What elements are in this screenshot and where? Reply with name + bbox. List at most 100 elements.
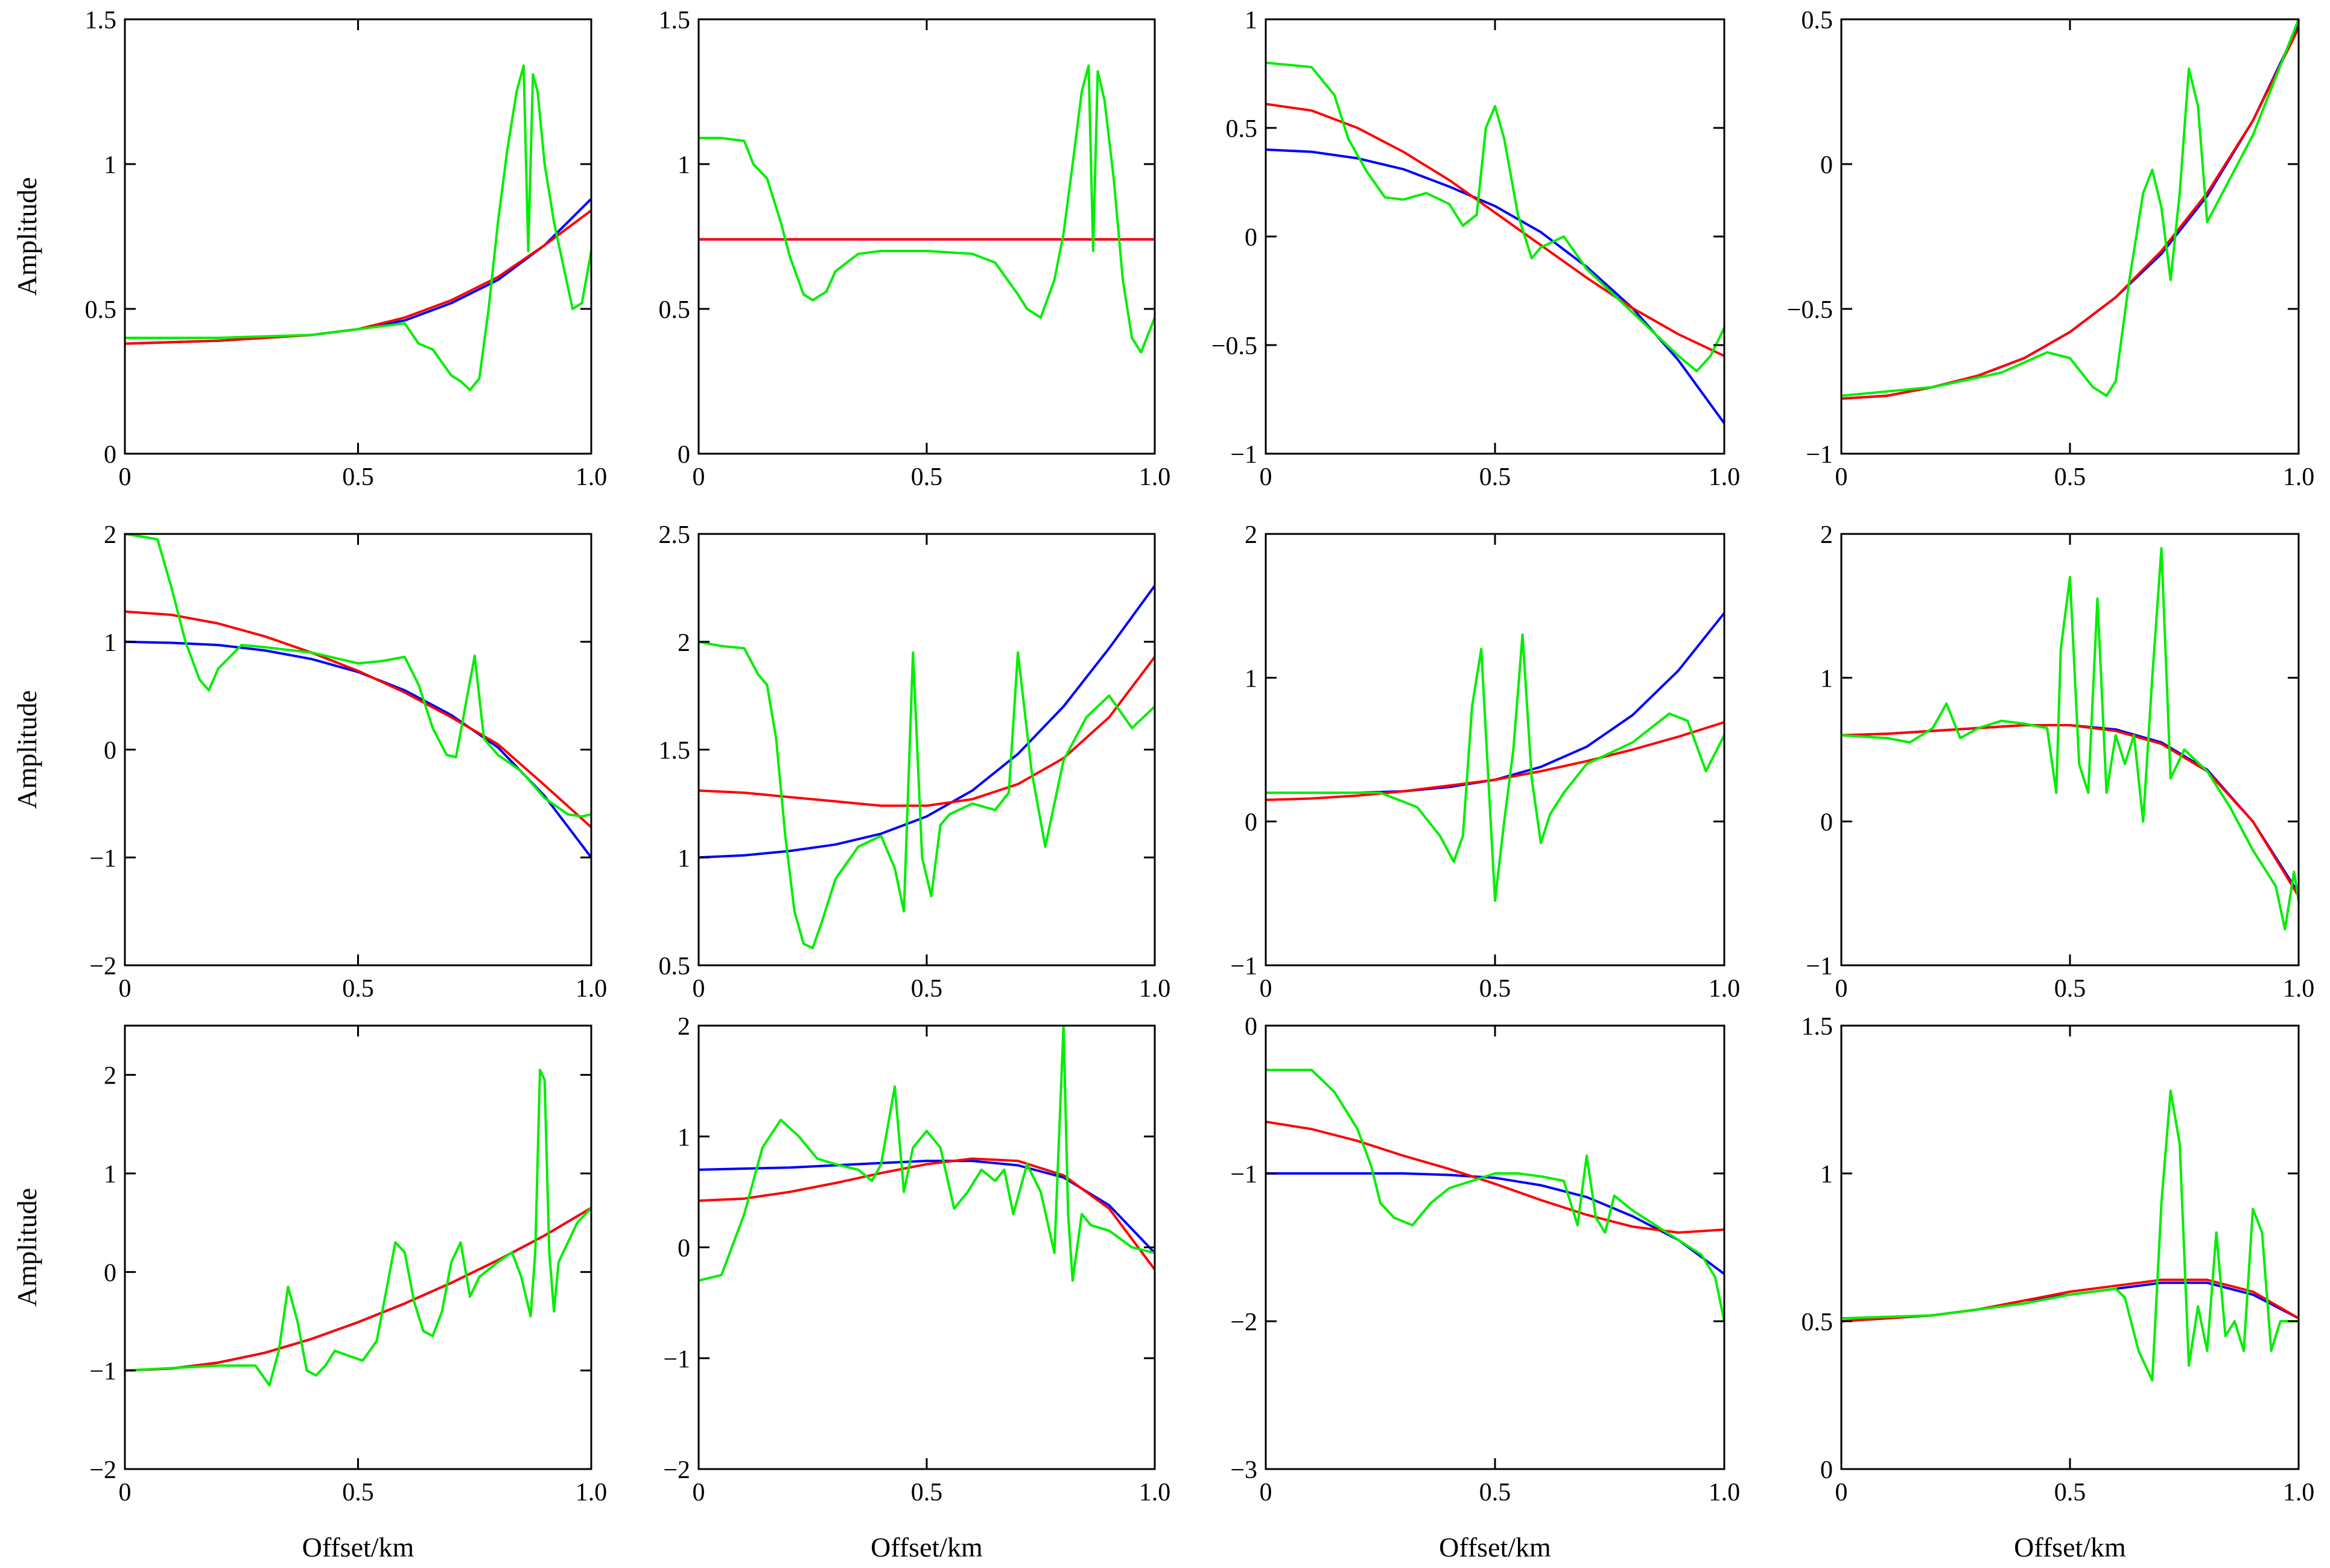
series-line-green xyxy=(699,640,1155,950)
x-axis-label: Offset/km xyxy=(1439,1532,1551,1563)
y-tick-label: −1 xyxy=(1230,441,1257,469)
series-line-green xyxy=(125,64,591,392)
plot-area xyxy=(699,1026,1155,1282)
y-tick-label: −1 xyxy=(1806,441,1833,469)
plot-area xyxy=(1841,19,2299,400)
plot-area xyxy=(1266,1068,1724,1322)
y-tick-label: 0 xyxy=(104,737,116,765)
y-tick-label: 0.5 xyxy=(659,296,691,324)
x-tick-label: 1.0 xyxy=(576,975,608,1003)
y-tick-label: 2 xyxy=(678,1013,690,1041)
subplot-5: 0 0.5 1.0 −2 −1 0 1 2 Amplitude xyxy=(11,521,607,1003)
series-line-blue xyxy=(1266,612,1724,794)
y-tick-label: 1.5 xyxy=(659,737,691,765)
x-tick-label: 1.0 xyxy=(2283,975,2315,1003)
y-tick-label: 2 xyxy=(104,521,116,549)
axes-frame xyxy=(1840,1024,2300,1470)
y-tick-label: 1.5 xyxy=(85,7,117,34)
series-line-green xyxy=(1841,1089,2299,1382)
x-tick-label: 0.5 xyxy=(1479,1479,1511,1506)
y-tick-label: 0 xyxy=(678,1235,690,1263)
series-line-blue xyxy=(1266,148,1724,425)
x-tick-label: 0 xyxy=(1835,463,1848,491)
y-tick-label: 2.5 xyxy=(659,521,691,549)
y-tick-label: 0 xyxy=(104,1259,116,1287)
series-line-blue xyxy=(699,1160,1155,1254)
plot-area xyxy=(1266,62,1724,425)
subplot-4: 0 0.5 1.0 −1 −0.5 0 0.5 xyxy=(1787,7,2314,491)
y-tick-label: 0 xyxy=(1820,809,1833,837)
series-line-red xyxy=(699,1157,1155,1271)
x-tick-label: 0.5 xyxy=(911,975,943,1003)
y-tick-label: 0.5 xyxy=(1801,7,1833,34)
series-line-red xyxy=(1841,724,2299,898)
series-line-blue xyxy=(1841,24,2299,400)
series-line-green xyxy=(1266,1068,1724,1322)
series-line-red xyxy=(1266,103,1724,357)
y-tick-label: 0.5 xyxy=(659,953,691,980)
y-tick-label: 0.5 xyxy=(85,296,117,324)
series-line-green xyxy=(125,534,591,818)
series-line-green xyxy=(1266,633,1724,902)
x-tick-label: 0 xyxy=(119,975,132,1003)
x-tick-label: 0.5 xyxy=(2054,463,2086,491)
x-tick-label: 0 xyxy=(1260,1479,1272,1506)
series-line-blue xyxy=(125,1207,591,1372)
y-tick-label: 0 xyxy=(104,441,116,469)
plot-area xyxy=(1841,547,2299,931)
series-line-blue xyxy=(125,640,591,859)
x-tick-label: 1.0 xyxy=(576,1479,608,1506)
y-tick-label: 1 xyxy=(1820,1161,1833,1189)
axes-frame xyxy=(697,18,1156,455)
subplot-6: 0 0.5 1.00.511.522.5 xyxy=(659,521,1171,1003)
y-tick-label: −1 xyxy=(89,1358,116,1386)
series-line-red xyxy=(1266,1120,1724,1234)
y-tick-label: 2 xyxy=(678,629,690,657)
x-tick-label: 1.0 xyxy=(1139,463,1171,491)
x-tick-label: 0.5 xyxy=(342,1479,374,1506)
subplot-12: 0 0.5 1.0 0 0.5 1 1.5 Offset/km xyxy=(1801,1013,2315,1563)
series-line-red xyxy=(125,610,591,829)
y-tick-label: 0 xyxy=(1245,1013,1257,1041)
series-line-green xyxy=(1841,19,2299,397)
subplot-1: 0 0.5 1.0 0 0.5 1 1.5 Amplitude xyxy=(11,7,607,491)
series-line-red xyxy=(1266,721,1724,801)
axes-frame xyxy=(1265,18,1725,455)
x-axis-label: Offset/km xyxy=(2014,1532,2126,1563)
x-tick-label: 0.5 xyxy=(1479,975,1511,1003)
y-tick-label: −1 xyxy=(1230,1161,1257,1189)
x-tick-label: 1.0 xyxy=(2283,463,2315,491)
subplot-11: 0 0.5 1.0 −3 −2 −1 0 Offset/km xyxy=(1230,1013,1740,1563)
x-tick-label: 0 xyxy=(1260,463,1272,491)
x-tick-label: 1.0 xyxy=(1709,1479,1741,1506)
series-line-green xyxy=(125,1068,591,1387)
x-tick-label: 0 xyxy=(1835,1479,1848,1506)
series-line-blue xyxy=(125,197,591,345)
y-axis-label: Amplitude xyxy=(11,177,42,296)
x-tick-label: 0.5 xyxy=(911,463,943,491)
x-tick-label: 0 xyxy=(693,463,705,491)
y-tick-label: 2 xyxy=(104,1062,116,1090)
y-tick-label: −1 xyxy=(1806,953,1833,980)
y-tick-label: 0 xyxy=(1820,1456,1833,1484)
x-tick-label: 0.5 xyxy=(1479,463,1511,491)
y-tick-label: 1 xyxy=(1820,665,1833,693)
y-tick-label: 0 xyxy=(1820,151,1833,179)
y-tick-label: 1 xyxy=(678,845,690,872)
y-tick-label: 1 xyxy=(104,1161,116,1189)
series-line-green xyxy=(1841,547,2299,931)
x-axis-label: Offset/km xyxy=(302,1532,414,1563)
y-tick-label: 1 xyxy=(104,151,116,179)
x-tick-label: 1.0 xyxy=(1709,975,1741,1003)
x-tick-label: 0 xyxy=(693,1479,705,1506)
x-tick-label: 0 xyxy=(119,1479,132,1506)
subplot-2: 0 0.5 1.0 0 0.5 1 1.5 xyxy=(659,7,1171,491)
plot-area xyxy=(1266,612,1724,902)
y-tick-label: 0 xyxy=(1245,809,1257,837)
y-tick-label: −1 xyxy=(663,1345,690,1373)
y-tick-label: −2 xyxy=(663,1456,690,1484)
y-tick-label: 1 xyxy=(678,151,690,179)
y-tick-label: −2 xyxy=(89,953,116,980)
